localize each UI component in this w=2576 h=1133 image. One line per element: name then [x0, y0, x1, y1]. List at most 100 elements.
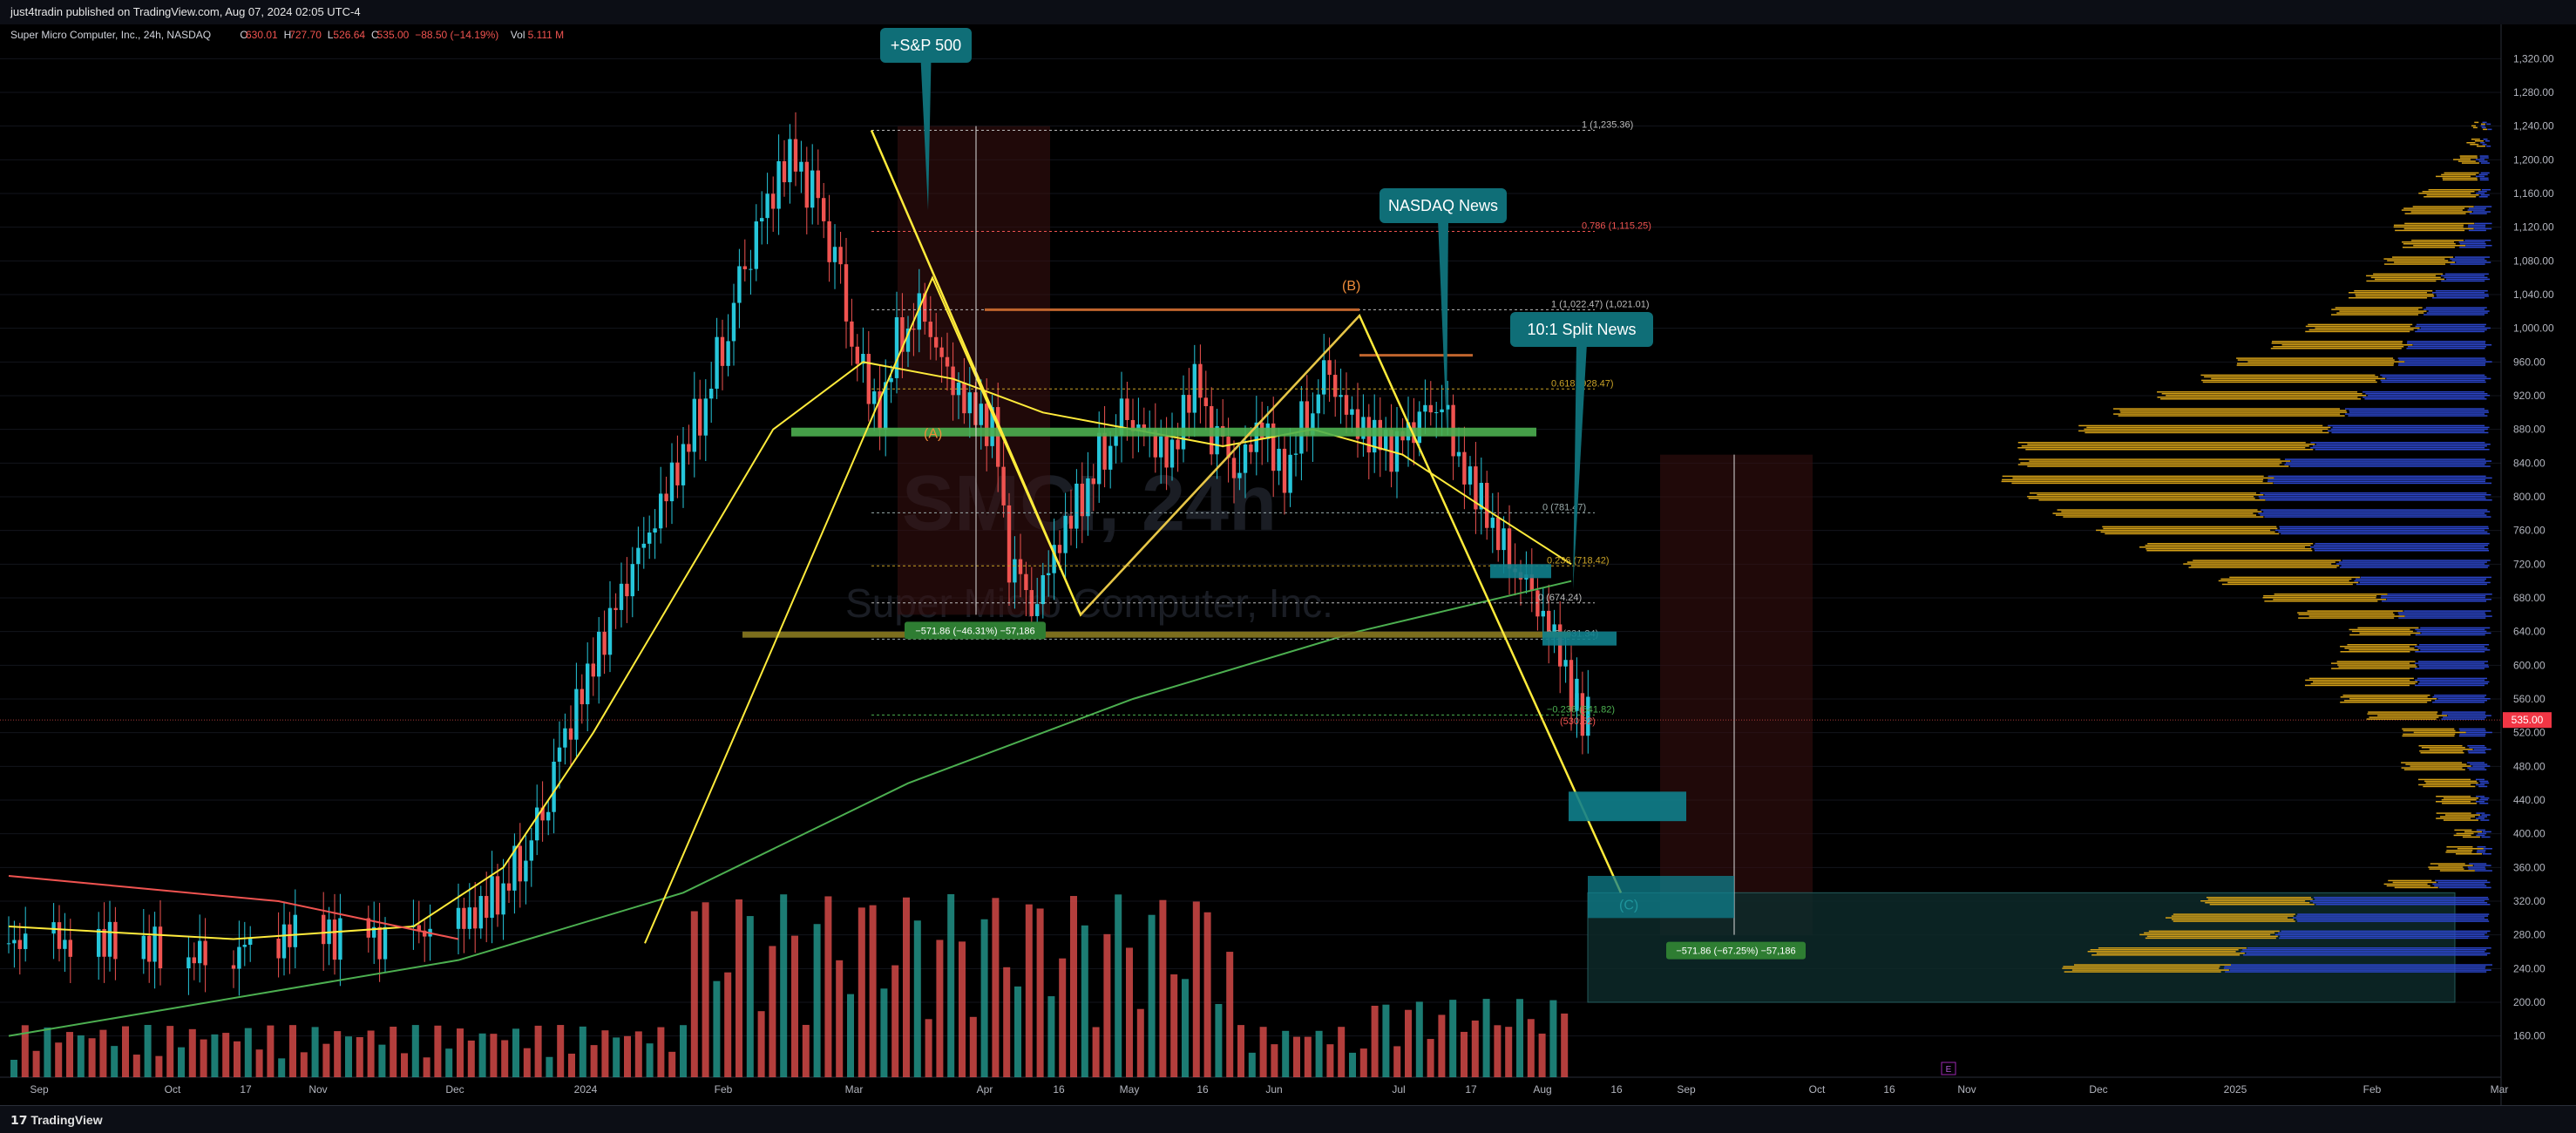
profile-orange-bar	[2237, 359, 2395, 361]
candlestick-chart[interactable]: 160.00 200.00 240.00 280.00 320.00 360.00 400.…	[0, 24, 2576, 1105]
candle-body	[675, 462, 680, 485]
volume-bar	[222, 1033, 230, 1077]
candle-body	[990, 407, 994, 446]
profile-orange-bar	[2410, 765, 2471, 767]
profile-orange-bar	[2437, 865, 2473, 866]
profile-orange-bar	[2205, 902, 2310, 904]
candle-body	[1164, 436, 1169, 468]
profile-orange-bar	[2347, 644, 2417, 646]
candle-body	[366, 918, 370, 938]
candle-body	[889, 377, 893, 383]
volume-bar	[713, 980, 721, 1077]
y-tick-label: 360.00	[2513, 861, 2545, 873]
candle-body	[51, 922, 56, 934]
profile-orange-bar	[2349, 634, 2411, 636]
volume-profile	[2001, 121, 2492, 973]
profile-orange-bar	[2441, 799, 2477, 801]
candle-body	[810, 170, 815, 208]
profile-blue-bar	[2477, 846, 2486, 848]
candle-body	[664, 493, 668, 502]
profile-blue-bar	[2476, 778, 2485, 781]
candle-body	[1479, 483, 1483, 510]
profile-blue-bar	[2397, 357, 2485, 359]
candle-body	[1226, 437, 1230, 458]
profile-blue-bar	[2313, 545, 2488, 546]
profile-blue-bar	[2284, 458, 2485, 460]
candle-body	[1047, 573, 1051, 575]
profile-orange-bar	[2273, 346, 2404, 348]
profile-orange-bar	[2436, 175, 2471, 178]
profile-blue-bar	[2315, 550, 2490, 552]
legend-change: −88.50 (−14.19%)	[415, 29, 498, 41]
legend-vol-label: Vol	[511, 29, 525, 41]
volume-bar	[646, 1043, 654, 1077]
profile-orange-bar	[2171, 919, 2294, 920]
profile-orange-bar	[2247, 361, 2405, 363]
volume-bar	[10, 1060, 17, 1077]
profile-blue-bar	[2434, 885, 2487, 887]
volume-bar	[44, 1027, 51, 1077]
candle-body	[923, 293, 927, 322]
candle-body	[760, 218, 764, 222]
volume-bar	[155, 1055, 163, 1077]
y-tick-label: 1,320.00	[2513, 52, 2554, 64]
profile-blue-bar	[2481, 189, 2491, 191]
profile-blue-bar	[2467, 762, 2485, 763]
profile-orange-bar	[2373, 273, 2444, 275]
y-tick-label: 1,120.00	[2513, 221, 2554, 234]
profile-blue-bar	[2406, 343, 2485, 344]
profile-orange-bar	[2349, 297, 2428, 299]
candle-body	[1108, 445, 1113, 470]
profile-orange-bar	[2471, 125, 2477, 127]
profile-orange-bar	[2464, 831, 2483, 833]
measure-zone-2	[1660, 454, 1813, 935]
profile-orange-bar	[2459, 155, 2478, 157]
profile-blue-bar	[2268, 475, 2486, 478]
candle-body	[816, 170, 820, 199]
profile-orange-bar	[2366, 718, 2437, 720]
profile-orange-bar	[2331, 309, 2419, 310]
candle-body	[669, 462, 675, 502]
profile-orange-bar	[2436, 801, 2471, 803]
profile-orange-bar	[2270, 348, 2402, 349]
candle-body	[1575, 693, 1579, 709]
profile-blue-bar	[2341, 565, 2490, 566]
candle-body	[1249, 444, 1253, 452]
profile-orange-bar	[2359, 632, 2421, 634]
profile-blue-bar	[2415, 325, 2485, 328]
candle-body	[1322, 360, 1326, 395]
profile-blue-bar	[2406, 348, 2485, 349]
profile-blue-bar	[2476, 801, 2485, 803]
candle-body	[900, 317, 905, 352]
candle-body	[1215, 425, 1219, 455]
profile-orange-bar	[2418, 745, 2463, 747]
volume-bar	[1449, 1000, 1457, 1077]
profile-orange-bar	[2206, 897, 2311, 899]
profile-blue-bar	[2258, 496, 2485, 498]
profile-blue-bar	[2413, 344, 2492, 346]
y-tick-label: 160.00	[2513, 1030, 2545, 1042]
candle-body	[1344, 395, 1349, 415]
candle-body	[377, 926, 382, 960]
volume-bar	[836, 960, 844, 1077]
candle-body	[423, 930, 427, 937]
volume-bar	[1047, 996, 1055, 1077]
profile-blue-bar	[2398, 363, 2486, 364]
volume-bar	[390, 1027, 397, 1077]
profile-blue-bar	[2278, 932, 2488, 934]
candle-body	[1293, 453, 1298, 455]
profile-orange-bar	[2428, 866, 2464, 868]
volume-bar	[1338, 1027, 1346, 1077]
candle-body	[894, 317, 899, 378]
profile-orange-bar	[2343, 700, 2431, 702]
legend-vol: 5.111 M	[528, 29, 565, 41]
profile-orange-bar	[2264, 600, 2378, 602]
volume-bar	[467, 1040, 475, 1077]
profile-orange-bar	[2056, 514, 2257, 516]
x-tick-label: Jun	[1265, 1083, 1282, 1096]
profile-orange-bar	[2428, 189, 2481, 191]
profile-orange-bar	[2236, 364, 2394, 366]
volume-bar	[278, 1058, 286, 1077]
candle-body	[692, 398, 696, 452]
candle-body	[1311, 413, 1315, 436]
